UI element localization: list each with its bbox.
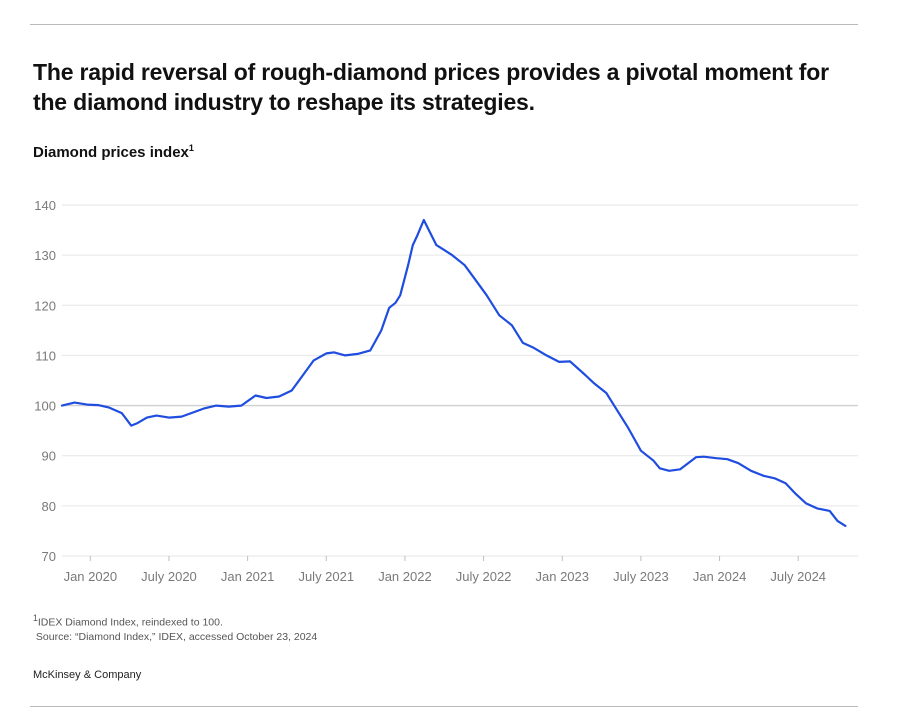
chart-subtitle: Diamond prices index1 <box>33 143 194 161</box>
x-tick-label: Jan 2020 <box>64 569 118 584</box>
y-tick-label: 90 <box>42 449 56 464</box>
gridlines <box>62 204 858 557</box>
bottom-divider <box>30 706 858 707</box>
y-tick-label: 110 <box>35 348 56 363</box>
x-tick-label: Jan 2021 <box>221 569 275 584</box>
brand-logo-text: McKinsey & Company <box>33 669 142 681</box>
x-tick-label: July 2023 <box>613 569 669 584</box>
x-tick-label: Jan 2024 <box>693 569 747 584</box>
x-tick-label: Jan 2023 <box>536 569 590 584</box>
footnote-note: IDEX Diamond Index, reindexed to 100. <box>37 616 223 629</box>
x-tick-label: July 2022 <box>456 569 512 584</box>
y-axis-ticks: 70 80 90 100 110 120 130 140 <box>34 198 56 564</box>
footnote-line: 1IDEX Diamond Index, reindexed to 100. <box>33 611 317 630</box>
subtitle-text: Diamond prices index <box>33 144 189 161</box>
series-group <box>60 218 847 527</box>
footnote-marker: 1 <box>188 143 194 153</box>
series-line <box>60 218 847 527</box>
y-tick-label: 100 <box>34 399 56 414</box>
y-tick-label: 70 <box>42 549 56 564</box>
footnote-note-marker: 1 <box>33 613 38 623</box>
x-axis-ticks: Jan 2020 July 2020 Jan 2021 July 2021 Jan 20… <box>64 556 826 584</box>
x-tick-label: Jan 2022 <box>378 569 432 584</box>
x-tick-label: July 2020 <box>141 569 197 584</box>
source-line: Source: “Diamond Index,” IDEX, accessed … <box>33 630 318 643</box>
y-tick-label: 80 <box>42 499 56 514</box>
footnote: 1IDEX Diamond Index, reindexed to 100. S… <box>33 611 317 644</box>
x-tick-label: July 2024 <box>770 569 826 584</box>
y-tick-label: 120 <box>34 298 56 313</box>
chart-title: The rapid reversal of rough-diamond pric… <box>33 59 829 115</box>
y-tick-label: 140 <box>34 198 56 213</box>
x-tick-label: July 2021 <box>298 569 354 584</box>
top-divider <box>30 24 858 25</box>
y-tick-label: 130 <box>34 248 56 263</box>
